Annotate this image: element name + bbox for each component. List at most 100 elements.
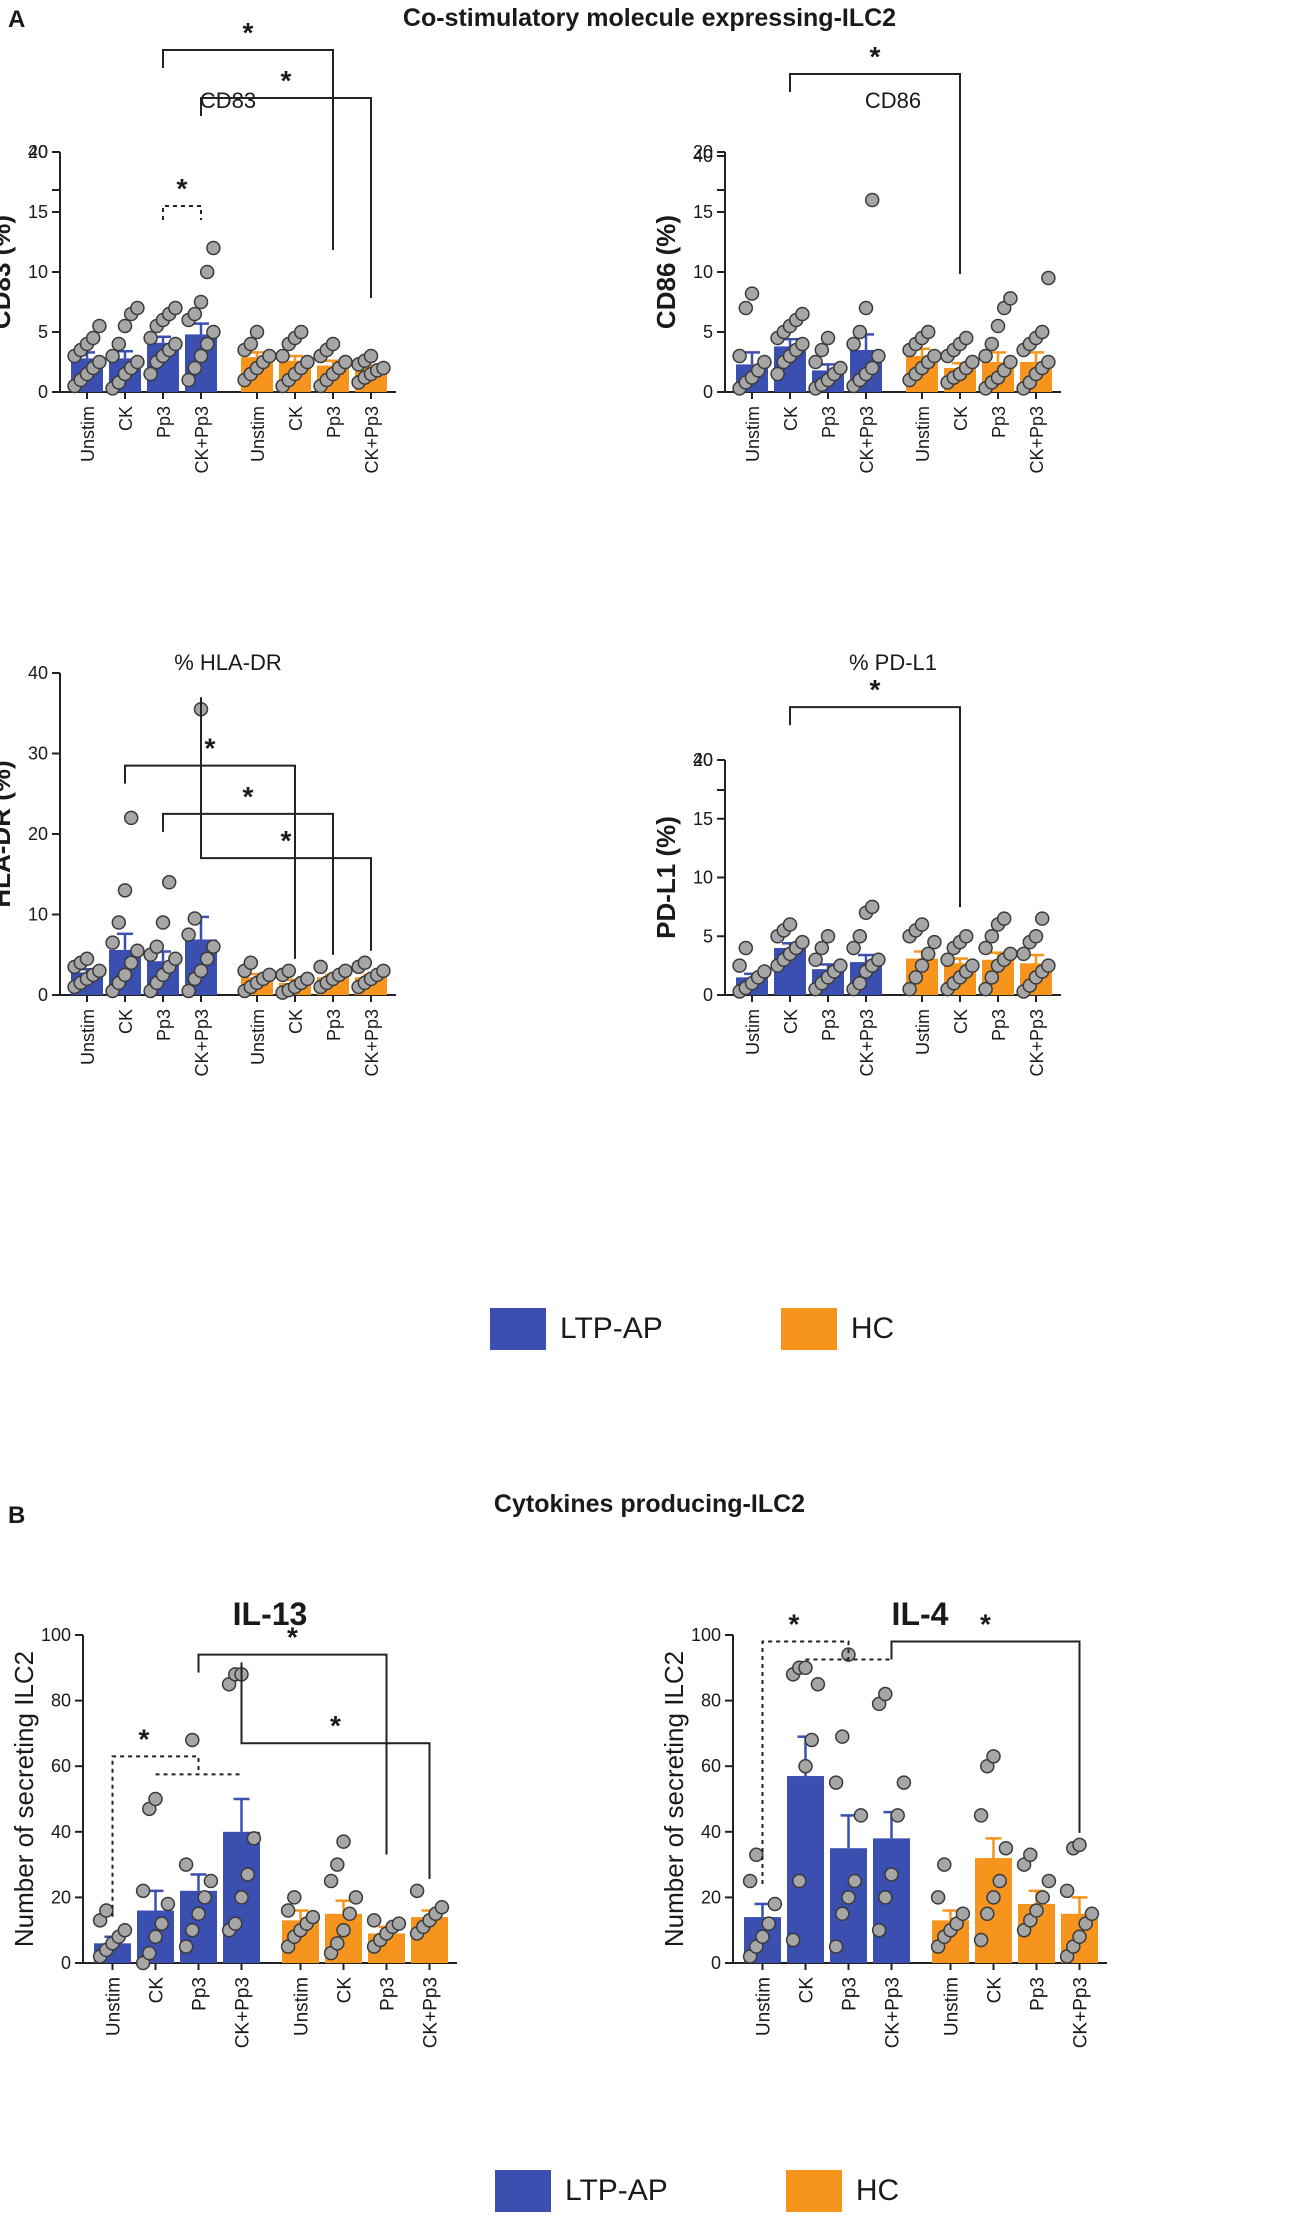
data-point (178, 1857, 194, 1872)
data-point (203, 1873, 219, 1889)
data-point (1072, 1837, 1087, 1853)
data-point (363, 348, 379, 364)
y-tick-label: 5 (703, 322, 713, 342)
y-tick-label: 40 (693, 146, 713, 166)
data-point (732, 958, 747, 973)
significance-star: * (139, 1723, 150, 1754)
data-point (871, 1922, 887, 1938)
data-point (871, 952, 886, 967)
data-point (281, 963, 297, 979)
data-point (1035, 1890, 1050, 1905)
significance-bracket (200, 697, 372, 951)
x-tick-label: Pp3 (819, 406, 839, 438)
data-point (1016, 946, 1031, 962)
data-point (927, 348, 942, 364)
data-point (338, 354, 353, 370)
data-point (243, 336, 259, 352)
y-tick-label: 20 (693, 750, 713, 770)
data-point (85, 330, 101, 346)
data-point (1003, 946, 1018, 962)
data-point (798, 1758, 813, 1774)
data-point (193, 348, 209, 364)
x-tick-label: CK+Pp3 (883, 1977, 904, 2048)
x-tick-label: CK (116, 406, 136, 431)
data-point (206, 324, 221, 340)
significance-star: * (287, 1622, 298, 1653)
x-tick-label: Pp3 (324, 1009, 344, 1041)
dotted-bracket (761, 1640, 850, 1884)
x-tick-label: Pp3 (378, 1977, 399, 2011)
data-point (1041, 270, 1056, 286)
x-tick-label: CK (797, 1977, 818, 2004)
y-tick-label: 20 (28, 824, 48, 844)
data-point (154, 1916, 169, 1931)
data-point (908, 970, 924, 985)
legend-ltp-label: LTP-AP (560, 1312, 663, 1345)
data-point (1023, 1847, 1038, 1863)
significance-star: * (243, 17, 254, 48)
data-point (820, 330, 836, 346)
data-point (1072, 1929, 1087, 1945)
y-tick-label: 20 (701, 1887, 721, 1907)
significance-bracket (162, 49, 334, 250)
data-point (955, 1906, 971, 1922)
x-tick-label: CK+Pp3 (233, 1977, 254, 2048)
data-point (864, 899, 880, 915)
y-tick-label: 20 (28, 142, 48, 162)
data-point (262, 348, 277, 364)
x-tick-label: CK (335, 1977, 356, 2004)
data-point (181, 983, 196, 999)
x-tick-label: CK (147, 1977, 168, 2004)
y-tick-label: 40 (28, 663, 48, 683)
legend-hc-label: HC (855, 2174, 900, 2207)
data-point (738, 300, 754, 316)
x-tick-label: Unstim (292, 1977, 313, 2036)
legend-a: LTP-AP HC (490, 1308, 894, 1350)
x-tick-label: CK (985, 1977, 1006, 2004)
panel-a-letter: A (8, 6, 26, 33)
data-point (958, 929, 974, 944)
data-point (965, 354, 980, 370)
data-point (757, 354, 772, 370)
data-point (742, 1873, 758, 1889)
significance-bracket (162, 205, 202, 220)
data-point (366, 1913, 382, 1928)
significance-star: * (980, 1609, 991, 1640)
data-point (978, 348, 993, 364)
chart-title: IL-13 (233, 1596, 308, 1632)
data-point (986, 1749, 1001, 1764)
data-point (243, 955, 259, 971)
data-point (828, 1775, 844, 1790)
x-tick-label: CK+Pp3 (857, 406, 877, 474)
x-tick-label: CK+Pp3 (421, 1977, 442, 2048)
data-point (199, 336, 215, 352)
x-tick-label: CK (286, 1009, 306, 1034)
data-point (262, 967, 277, 983)
x-tick-label: CK (951, 406, 971, 431)
significance-bracket (200, 97, 372, 298)
data-point (749, 1847, 764, 1863)
data-point (990, 318, 1006, 334)
data-point (1059, 1883, 1075, 1899)
x-tick-label: CK+Pp3 (1027, 1009, 1047, 1077)
data-point (178, 1939, 194, 1954)
x-tick-label: CK (781, 1009, 801, 1034)
x-tick-label: CK+Pp3 (857, 1009, 877, 1077)
legend-b: LTP-AP HC (495, 2170, 899, 2212)
data-point (105, 348, 120, 364)
data-point (767, 1896, 783, 1912)
data-point (958, 330, 974, 346)
x-tick-label: Pp3 (989, 406, 1009, 438)
y-tick-label: 80 (701, 1691, 721, 1711)
x-tick-label: Unstim (248, 1009, 268, 1065)
data-point (761, 1916, 776, 1931)
data-point (896, 1775, 912, 1790)
x-tick-label: Pp3 (154, 406, 174, 438)
data-point (313, 959, 328, 975)
chart-title: IL-4 (892, 1596, 949, 1632)
x-tick-label: Unstim (754, 1977, 775, 2036)
data-point (181, 927, 196, 942)
x-tick-label: Unstim (248, 406, 268, 462)
data-point (795, 934, 810, 950)
data-point (92, 963, 107, 979)
